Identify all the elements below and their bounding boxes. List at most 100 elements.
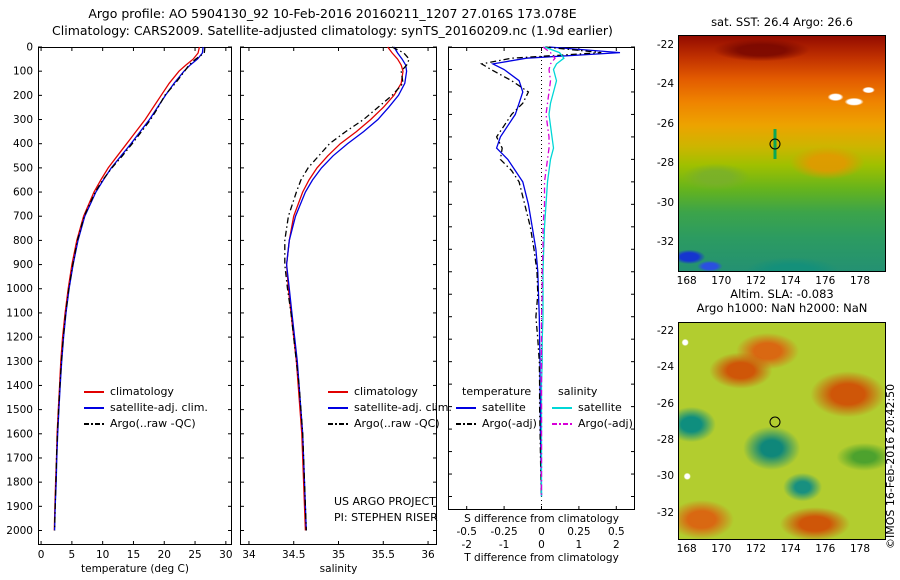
argo-line-swatch xyxy=(84,423,104,425)
s-argo-line-swatch xyxy=(552,423,572,425)
legend-item-t-argo: Argo(-adj) xyxy=(456,416,537,432)
tick-label: 0 xyxy=(26,42,33,54)
legend-item-climatology: climatology xyxy=(84,384,208,400)
tick-label: 300 xyxy=(13,114,33,126)
legend-item-s-argo: Argo(-adj) xyxy=(552,416,633,432)
map-lat-tick: -28 xyxy=(656,157,674,170)
legend-label: satellite xyxy=(482,401,526,414)
tick-label: 700 xyxy=(13,211,33,223)
tick-label: 0 xyxy=(538,526,545,538)
map-lon-tick: 172 xyxy=(745,275,767,287)
temperature-legend: climatology satellite-adj. clim. Argo(..… xyxy=(84,384,208,432)
tick-label: -2 xyxy=(461,539,471,551)
sst-map-image xyxy=(678,35,886,272)
map-lon-tick: 178 xyxy=(849,275,871,287)
legend-item-argo: Argo(..raw -QC) xyxy=(84,416,208,432)
tick-label: 2000 xyxy=(6,525,33,537)
sst-map-title: sat. SST: 26.4 Argo: 26.6 xyxy=(711,15,853,29)
map-lat-tick: -22 xyxy=(656,38,674,51)
map-lat-tick: -30 xyxy=(656,470,674,483)
temperature-profile-chart: 0100200300400500600700800900100011001200… xyxy=(6,42,232,576)
pi-annotation: PI: STEPHEN RISER xyxy=(334,511,438,524)
t-satellite-line-swatch xyxy=(456,407,476,409)
map-lat-tick: -32 xyxy=(656,506,674,519)
tick-label: 1300 xyxy=(6,356,33,368)
sst-map: 168 170 172 174 176 178 -22 -24 -26 -28 -30 -32 xyxy=(657,35,886,287)
series-temperature-argo-adj- xyxy=(479,46,602,497)
legend-label: climatology xyxy=(110,385,174,398)
tick-label: 0.5 xyxy=(608,526,625,538)
tick-label: 1100 xyxy=(6,307,33,319)
tick-label: -0.25 xyxy=(491,526,518,538)
map-lat-tick: -22 xyxy=(656,325,674,338)
legend-label: satellite xyxy=(578,401,622,414)
salinity-profile-chart: 34 34.5 35 35.5 36 salinity xyxy=(240,46,437,575)
series-salinity-argo-adj- xyxy=(540,46,556,497)
map-lon-tick: 176 xyxy=(815,275,836,287)
tick-label: 25 xyxy=(188,549,201,561)
difference-profile-chart: S difference from climatology-0.5 -0.25 0 0… xyxy=(448,46,635,564)
figure-subtitle: Climatology: CARS2009. Satellite-adjuste… xyxy=(52,22,613,38)
sla-title-line2: Argo h1000: NaN h2000: NaN xyxy=(696,301,868,316)
copyright-text: ©IMOS 16-Feb-2016 20:42:50 xyxy=(884,383,897,549)
tick-label: 10 xyxy=(96,549,109,561)
legend-label: Argo(-adj) xyxy=(578,417,633,430)
legend-label: satellite-adj. clim. xyxy=(110,401,208,414)
tick-label: 1800 xyxy=(6,477,33,489)
series-argo-raw-qc- xyxy=(53,46,206,531)
map-lat-tick: -26 xyxy=(656,397,674,410)
tick-label: 1500 xyxy=(6,404,33,416)
legend-header-salinity: salinity xyxy=(558,385,598,398)
title-block: Argo profile: AO 5904130_92 10-Feb-2016 … xyxy=(0,6,665,39)
argo-position-marker-sla xyxy=(769,416,781,428)
tick-label: 500 xyxy=(13,162,33,174)
map-lat-tick: -28 xyxy=(656,434,674,447)
tick-label: 900 xyxy=(13,259,33,271)
tick-label: 1600 xyxy=(6,428,33,440)
sla-title-line1: Altim. SLA: -0.083 xyxy=(730,287,834,301)
legend-item-s-satellite: satellite xyxy=(552,400,633,416)
map-lon-tick: 174 xyxy=(780,275,801,287)
tick-label: 100 xyxy=(13,66,33,78)
tick-label: 5 xyxy=(69,549,76,561)
series-temperature-satellite xyxy=(490,46,621,497)
legend-header-temperature: temperature xyxy=(462,385,532,398)
tick-label: 1000 xyxy=(6,283,33,295)
tick-label: 36 xyxy=(421,549,435,561)
legend-label: Argo(..raw -QC) xyxy=(110,417,196,430)
tick-label: 35.5 xyxy=(372,549,395,561)
series-satellite-adj-clim- xyxy=(53,46,204,531)
tick-label: 1900 xyxy=(6,501,33,513)
tick-label: 34.5 xyxy=(282,549,305,561)
tick-label: 20 xyxy=(158,549,171,561)
tick-label: -1 xyxy=(499,539,509,551)
map-lat-tick: -24 xyxy=(656,361,674,374)
sla-map-image xyxy=(678,322,886,540)
tick-label: -0.5 xyxy=(456,526,477,538)
tick-label: 2 xyxy=(613,539,620,551)
map-lat-tick: -30 xyxy=(656,196,674,209)
tick-label: T difference from climatology xyxy=(463,552,619,564)
tick-label: 1200 xyxy=(6,332,33,344)
tick-label: 0 xyxy=(38,549,45,561)
tick-label: 35 xyxy=(332,549,345,561)
project-annotation: US ARGO PROJECT xyxy=(334,495,436,508)
map-lon-tick: 178 xyxy=(849,543,871,555)
legend-item-t-satellite: satellite xyxy=(456,400,537,416)
legend-item-argo: Argo(..raw -QC) xyxy=(328,416,452,432)
tick-label: salinity xyxy=(320,563,358,575)
map-lat-tick: -24 xyxy=(656,78,674,91)
tick-label: temperature (deg C) xyxy=(81,563,189,575)
difference-legend-temperature: temperature satellite Argo(-adj) xyxy=(456,384,537,432)
legend-label: satellite-adj. clim. xyxy=(354,401,452,414)
map-lon-tick: 170 xyxy=(711,275,732,287)
figure-title: Argo profile: AO 5904130_92 10-Feb-2016 … xyxy=(88,6,577,21)
tick-label: 34 xyxy=(242,549,256,561)
tick-label: 30 xyxy=(219,549,232,561)
tick-label: 1 xyxy=(576,539,583,551)
tick-label: 1700 xyxy=(6,452,33,464)
tick-label: 200 xyxy=(13,90,33,102)
climatology-line-swatch xyxy=(328,391,348,393)
tick-label: 600 xyxy=(13,187,33,199)
argo-line-swatch xyxy=(328,423,348,425)
